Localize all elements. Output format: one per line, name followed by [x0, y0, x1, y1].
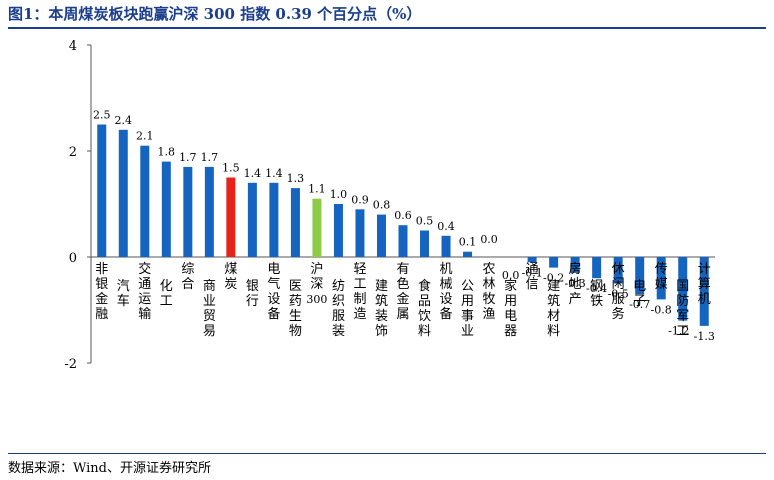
category-label: 综合	[181, 262, 194, 292]
bar	[656, 257, 666, 300]
bar	[549, 257, 559, 268]
value-label: 0.4	[437, 220, 455, 233]
category-label: 食品饮料	[418, 278, 431, 339]
category-label: 国防军工	[676, 279, 689, 339]
bar	[247, 182, 257, 257]
category-label: 非银金融	[95, 262, 108, 322]
bar	[570, 257, 580, 273]
footer-rule	[8, 453, 766, 454]
category-label: 汽车	[117, 279, 130, 309]
value-label: 0.0	[502, 269, 520, 282]
y-tick-label: 4	[69, 39, 77, 54]
value-label: 0.1	[459, 236, 477, 249]
bar	[678, 257, 688, 321]
category-label: 传媒	[655, 262, 668, 292]
value-label: -1.3	[694, 330, 715, 343]
y-tick-label: 2	[69, 145, 77, 160]
source-note: 数据来源：Wind、开源证券研究所	[8, 461, 211, 476]
category-label: 机械设备	[440, 262, 453, 322]
value-label: 1.4	[265, 167, 283, 180]
category-label: 有色金属	[396, 262, 409, 322]
y-tick-label: 0	[69, 251, 77, 266]
category-label: 家用电器	[504, 278, 517, 339]
category-label: 化工	[160, 279, 173, 309]
bar	[441, 235, 451, 257]
category-label: 建筑装饰	[375, 279, 388, 339]
category-label: 煤炭	[224, 262, 237, 292]
value-label: 0.6	[394, 209, 412, 222]
value-label: 0.9	[351, 193, 369, 206]
value-label: -0.4	[586, 282, 607, 295]
category-label: 休闲服务	[612, 262, 625, 322]
bar	[699, 257, 709, 326]
category-label: 商业贸易	[203, 279, 216, 339]
value-label: 1.0	[330, 188, 348, 201]
value-label: 0.0	[480, 233, 498, 246]
bar	[269, 182, 279, 257]
category-label: 纺织服装	[332, 279, 345, 339]
category-label: 房地产	[569, 261, 582, 307]
bar	[204, 166, 214, 257]
value-label: 1.8	[158, 146, 176, 159]
value-label: 1.3	[287, 172, 305, 185]
value-label: -0.5	[608, 288, 629, 301]
bar-chart: -2 0 2 4 2.5 非银金融 2.4 汽车 2.1 交通运输 1.8 化工 1.7 综合 1.7 商业贸…	[64, 39, 715, 372]
bar	[376, 214, 386, 257]
value-label: 2.1	[136, 130, 154, 143]
bar	[635, 257, 645, 295]
value-label: 1.7	[179, 151, 197, 164]
value-label: 1.4	[244, 167, 262, 180]
bar	[97, 124, 107, 257]
category-label: 交通运输	[138, 261, 151, 322]
value-label: 2.5	[93, 109, 111, 122]
bar	[398, 225, 408, 257]
value-label: -0.1	[521, 266, 542, 279]
value-label: 2.4	[115, 114, 133, 127]
bar	[613, 257, 623, 284]
value-label: 0.5	[416, 215, 434, 228]
bar	[290, 188, 300, 257]
bar	[463, 251, 473, 257]
value-label: 1.7	[201, 151, 219, 164]
category-label: 农林牧渔	[483, 262, 496, 322]
value-label: -1.2	[668, 325, 689, 338]
bar	[183, 166, 193, 257]
value-label: -0.3	[565, 277, 586, 290]
category-label: 沪深 300	[306, 261, 327, 306]
bar	[420, 230, 430, 257]
value-label: -0.8	[651, 303, 672, 316]
bar	[333, 204, 343, 257]
bar	[355, 209, 365, 257]
category-label: 公用事业	[461, 279, 474, 339]
category-label: 钢铁	[590, 279, 603, 309]
bar	[161, 161, 171, 257]
bar	[140, 145, 150, 257]
bar	[527, 257, 537, 263]
category-label: 建筑材料	[547, 279, 560, 339]
value-label: 0.8	[373, 199, 391, 212]
title-rule	[8, 27, 766, 29]
value-label: 1.1	[308, 183, 326, 196]
category-label: 轻工制造	[353, 262, 366, 322]
bar	[118, 129, 128, 257]
value-label: 1.5	[222, 162, 240, 175]
bar	[592, 257, 602, 279]
category-label: 医药生物	[289, 279, 302, 339]
value-label: -0.2	[543, 272, 564, 285]
category-label: 计算机	[698, 262, 711, 307]
category-label: 电气设备	[267, 262, 280, 322]
category-label: 电子	[633, 279, 646, 309]
chart-title: 图1：本周煤炭板块跑赢沪深 300 指数 0.39 个百分点（%）	[8, 5, 422, 23]
y-tick-label: -2	[64, 357, 77, 372]
bar	[312, 198, 322, 257]
category-label: 通信	[526, 262, 539, 292]
bar	[226, 177, 236, 257]
value-label: -0.7	[629, 298, 650, 311]
category-label: 银行	[246, 279, 259, 309]
